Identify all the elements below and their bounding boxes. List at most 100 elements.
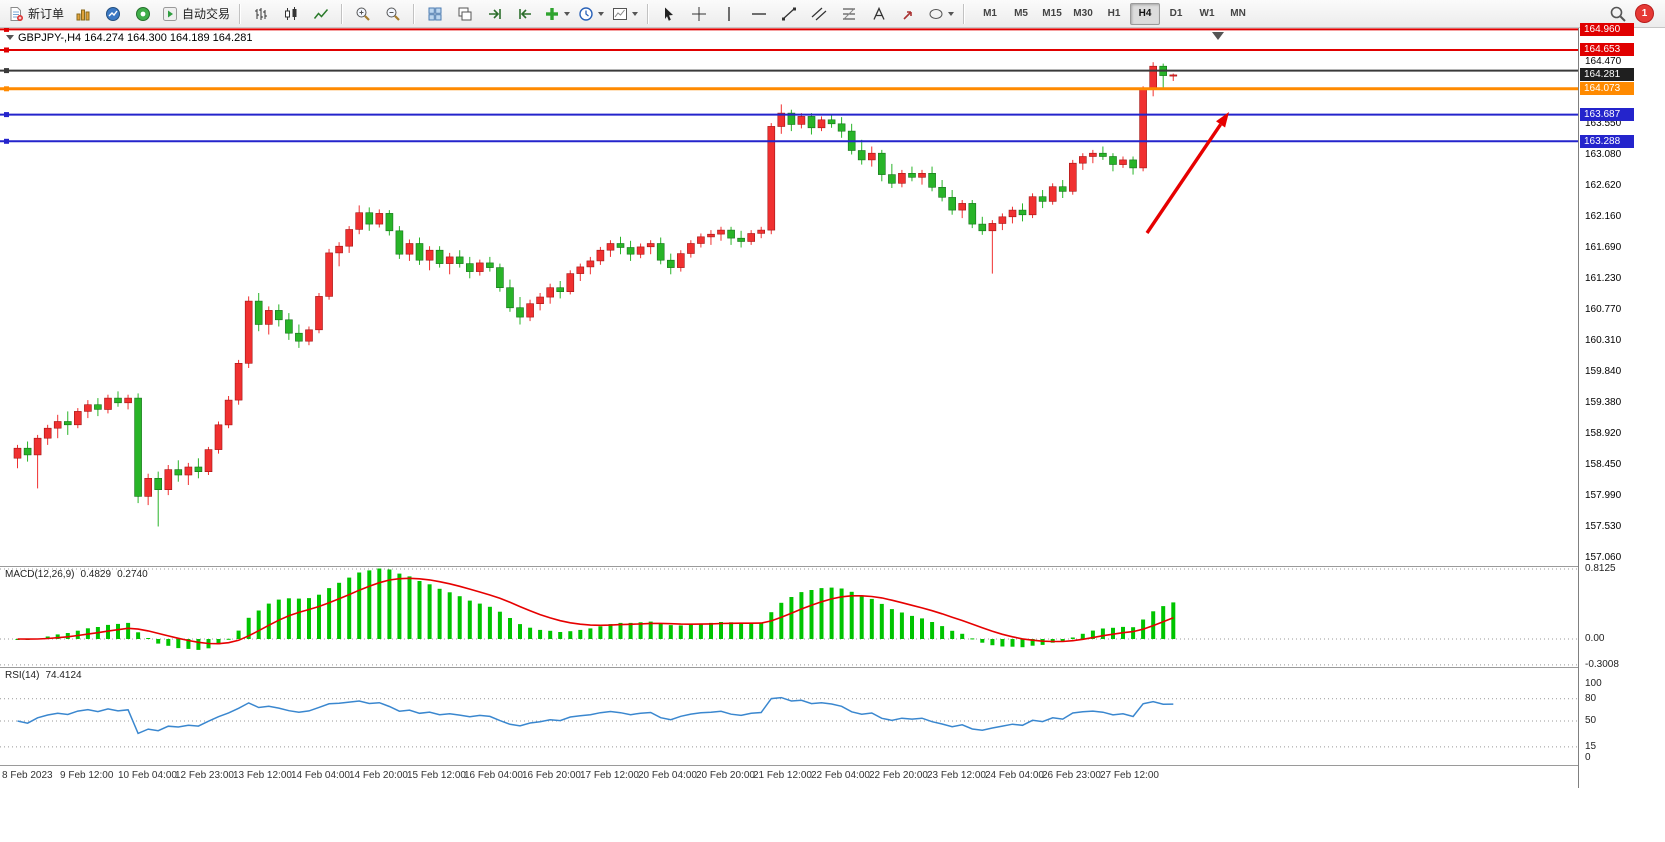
tf-button-W1[interactable]: W1 (1199, 7, 1215, 19)
candle (898, 173, 906, 184)
time-axis-label: 9 Feb 12:00 (60, 770, 114, 781)
rsi-canvas[interactable] (0, 668, 1578, 765)
horizontal-line-icon (752, 12, 767, 15)
line-handle[interactable] (4, 47, 9, 53)
tf-button-H4[interactable]: H4 (1130, 2, 1161, 25)
new-order-button[interactable]: 新订单 (5, 3, 67, 25)
macd-histogram-bar (568, 631, 573, 639)
panel-separator[interactable] (0, 566, 1665, 567)
candle (877, 152, 886, 175)
chart-bars-button[interactable] (247, 3, 275, 25)
line-handle[interactable] (4, 68, 9, 74)
chart-title: GBPJPY-,H4 164.274 164.300 164.189 164.2… (18, 31, 253, 44)
cursor-button[interactable] (655, 3, 683, 25)
candle (676, 253, 685, 268)
tf-button-H1[interactable]: H1 (1107, 7, 1121, 19)
search-icon[interactable] (1609, 5, 1627, 23)
tf-button-M30[interactable]: M30 (1073, 7, 1093, 19)
panel-separator[interactable] (0, 667, 1665, 668)
add-indicator-button[interactable] (541, 3, 573, 25)
macd-main-value: 0.4829 (80, 569, 112, 580)
crosshair-button[interactable] (685, 3, 713, 25)
tf-button-M1[interactable]: M1 (983, 7, 997, 19)
autotrade-icon (163, 6, 178, 21)
arrow-head[interactable] (1216, 112, 1229, 128)
price-axis-label: 162.160 (1585, 211, 1622, 222)
chart-shift-button[interactable] (511, 3, 539, 25)
candle (365, 212, 374, 225)
macd-histogram-bar (1010, 639, 1015, 647)
arrow-object[interactable] (1145, 123, 1223, 234)
candle (315, 296, 323, 331)
tf-button-D1[interactable]: D1 (1169, 7, 1183, 19)
price-axis-label: 158.920 (1585, 428, 1622, 439)
chart-candles-button[interactable] (277, 3, 305, 25)
horizontal-line-button[interactable] (745, 3, 773, 25)
candle (445, 256, 454, 264)
candle (757, 229, 766, 234)
tf-button-MN[interactable]: MN (1230, 7, 1246, 19)
candle (295, 332, 303, 342)
zoom-out-button[interactable] (379, 3, 407, 25)
templates-button[interactable] (609, 3, 641, 25)
notification-badge[interactable]: 1 (1635, 4, 1654, 23)
toolbar-separator (413, 3, 416, 24)
candle (546, 287, 555, 298)
candles-chart-icon (285, 6, 297, 20)
candle (767, 126, 776, 231)
time-axis-label: 14 Feb 20:00 (349, 770, 408, 781)
cascade-windows-button[interactable] (451, 3, 479, 25)
time-axis-label: 16 Feb 20:00 (522, 770, 581, 781)
line-handle[interactable] (4, 86, 9, 92)
shapes-button[interactable] (925, 3, 957, 25)
time-scale[interactable]: 8 Feb 2023 9 Feb 12:00 10 Feb 04:00 12 Feb … (0, 766, 1578, 788)
macd-histogram-bar (1080, 633, 1085, 639)
fibonacci-button[interactable] (835, 3, 863, 25)
macd-histogram-bar (849, 591, 854, 639)
rsi-axis-label: 80 (1585, 693, 1597, 704)
time-axis-label: 22 Feb 04:00 (811, 770, 870, 781)
arrows-tool-button[interactable] (895, 3, 923, 25)
chart-line-button[interactable] (307, 3, 335, 25)
time-axis-label: 8 Feb 2023 (2, 770, 53, 781)
market-watch-button[interactable] (99, 3, 127, 25)
time-axis-label: 16 Feb 04:00 (464, 770, 523, 781)
price-chart-canvas[interactable] (0, 28, 1578, 566)
candle (94, 404, 102, 410)
tf-button-M5[interactable]: M5 (1014, 7, 1028, 19)
macd-canvas[interactable] (0, 567, 1578, 667)
clock-icon (579, 6, 593, 21)
candle (978, 223, 987, 232)
time-axis-label: 27 Feb 12:00 (1100, 770, 1159, 781)
trendline-button[interactable] (775, 3, 803, 25)
candle (345, 229, 354, 247)
candle (194, 466, 203, 472)
candle (536, 296, 544, 304)
autotrade-button[interactable]: 自动交易 (159, 3, 233, 25)
charts-grid-button[interactable] (69, 3, 97, 25)
macd-histogram-bar (176, 639, 181, 649)
experts-button[interactable] (129, 3, 157, 25)
line-handle[interactable] (4, 138, 9, 144)
vertical-line-button[interactable] (715, 3, 743, 25)
macd-histogram-bar (809, 590, 814, 639)
periods-button[interactable] (575, 3, 607, 25)
tf-button-M15[interactable]: M15 (1042, 7, 1062, 19)
time-axis-label: 13 Feb 12:00 (233, 770, 292, 781)
chart-shift-marker-icon[interactable] (1212, 32, 1224, 40)
channel-button[interactable] (805, 3, 833, 25)
macd-histogram-bar (799, 592, 804, 639)
macd-histogram-bar (136, 632, 141, 639)
candle (777, 112, 786, 127)
line-handle[interactable] (4, 112, 9, 118)
tile-windows-button[interactable] (421, 3, 449, 25)
price-scale[interactable]: 164.470 163.550 163.080 162.620 162.160 161.6… (1578, 23, 1665, 788)
line-handle[interactable] (4, 28, 9, 32)
auto-scroll-button[interactable] (481, 3, 509, 25)
text-button[interactable] (865, 3, 893, 25)
trendline-icon (782, 7, 797, 20)
collapse-triangle-icon[interactable] (6, 35, 14, 44)
zoom-in-button[interactable] (349, 3, 377, 25)
candle (857, 150, 866, 161)
